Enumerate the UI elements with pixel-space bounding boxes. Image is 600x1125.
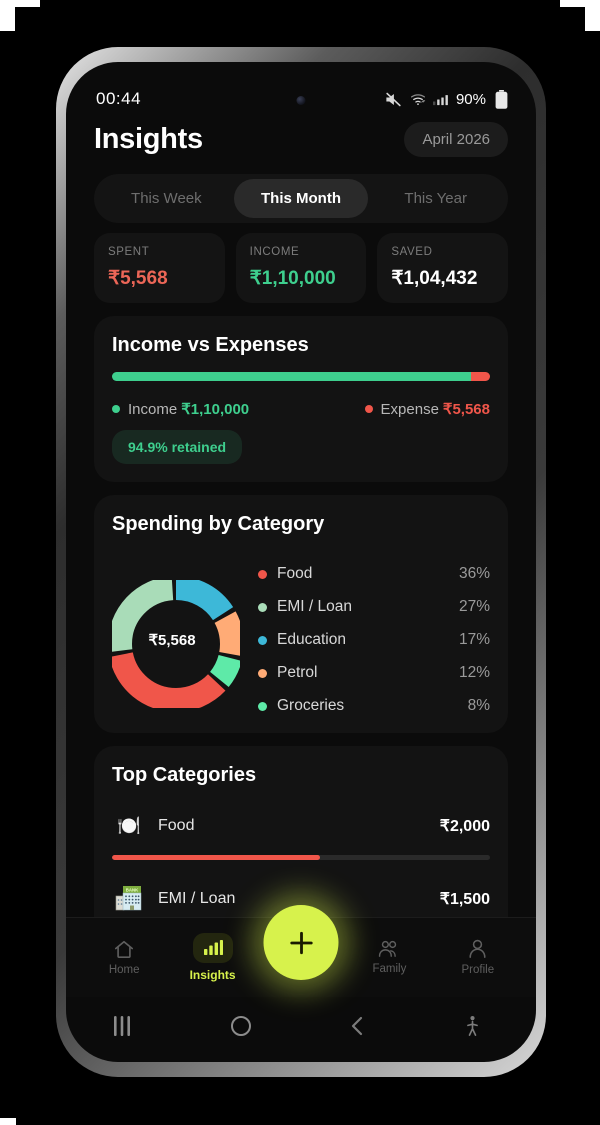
svg-text:BANK: BANK [126, 887, 139, 892]
